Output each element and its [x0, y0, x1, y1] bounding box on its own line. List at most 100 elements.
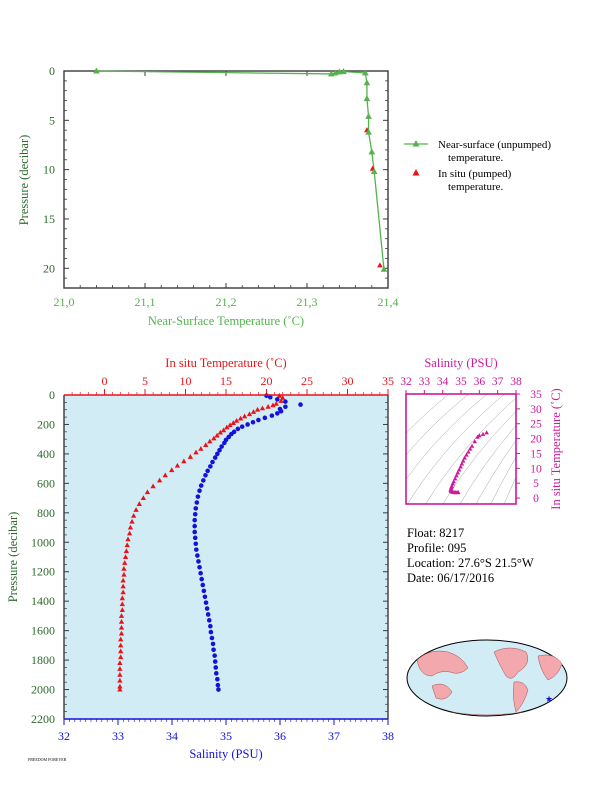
profile-date: Date: 06/17/2016: [407, 571, 495, 585]
salinity-tick-label: 38: [382, 729, 394, 743]
near-surface-point: [365, 112, 372, 119]
ts-point: [475, 434, 480, 439]
ts-inset-ticks: 32 33 34 35 36 37 38 0 5 10 15 20 25 30 35: [400, 376, 542, 505]
near-surface-ticks: 21,0 21,1 21,2 21,3 21,4 0 5 10 15 20: [43, 64, 399, 309]
ts-point: [458, 464, 463, 469]
temperature-point: [122, 560, 128, 565]
salinity-point: [245, 422, 250, 427]
ts-salinity-tick-label: 35: [455, 376, 467, 388]
salinity-point: [198, 483, 204, 488]
salinity-point: [219, 444, 224, 449]
near-surface-point: [365, 128, 372, 135]
near-surface-x-axis-label: Near-Surface Temperature (˚C): [148, 314, 304, 328]
ts-temperature-tick-label: 15: [530, 448, 542, 460]
ts-temperature-tick-label: 5: [533, 478, 539, 490]
pressure-tick-label: 1000: [31, 535, 55, 549]
temperature-point: [117, 660, 123, 665]
temperature-point: [118, 630, 125, 636]
y-tick-label: 5: [49, 113, 55, 127]
salinity-point: [215, 682, 221, 688]
salinity-point: [208, 623, 213, 629]
ts-point: [452, 476, 458, 481]
map-land-australia: [431, 683, 453, 700]
temperature-point: [278, 398, 284, 403]
salinity-point: [200, 582, 206, 588]
near-surface-point: [380, 265, 388, 272]
temperature-point: [220, 427, 227, 433]
salinity-point: [194, 500, 200, 505]
ts-density-contours: [406, 394, 516, 504]
ts-temperature-tick-label: 30: [530, 404, 542, 416]
salinity-point: [212, 659, 218, 664]
salinity-point: [262, 415, 268, 421]
temperature-tick-label: 15: [220, 374, 232, 388]
salinity-point: [213, 671, 219, 676]
temperature-tick-label: 35: [382, 374, 394, 388]
near-surface-point: [370, 168, 378, 175]
map-land-north-america: [493, 647, 528, 679]
salinity-point: [204, 606, 210, 611]
salinity-point: [203, 600, 209, 605]
temperature-point: [120, 589, 126, 595]
float-location-star-icon: ★: [545, 694, 553, 704]
ts-point: [464, 452, 469, 457]
float-id: Float: 8217: [407, 526, 465, 540]
ts-point: [456, 467, 462, 472]
near-surface-point: [93, 67, 100, 74]
pressure-tick-label: 2200: [31, 712, 55, 726]
salinity-point: [193, 541, 199, 547]
ts-point: [462, 455, 467, 460]
map-land-asia: [416, 650, 469, 677]
temperature-point: [118, 613, 125, 618]
temperature-point: [122, 554, 129, 559]
temperature-point: [117, 686, 123, 692]
temperature-point: [181, 458, 187, 464]
ts-temperature-tick-label: 35: [530, 389, 542, 401]
temperature-point: [241, 413, 248, 419]
temperature-point: [259, 405, 266, 411]
profile-marks: [117, 392, 303, 692]
near-surface-legend: Near-surface (unpumped) temperature. In …: [404, 139, 551, 193]
temperature-point: [119, 607, 125, 612]
temperature-point: [217, 429, 223, 435]
map-land-europe-africa: [537, 654, 563, 681]
pressure-tick-label: 400: [37, 447, 55, 461]
salinity-point: [197, 565, 202, 570]
temperature-tick-label: 25: [301, 374, 313, 388]
temperature-point: [265, 403, 271, 409]
map-ocean: [406, 639, 568, 717]
legend-label-near-surface-1: Near-surface (unpumped): [438, 139, 551, 151]
salinity-point: [217, 447, 222, 453]
ts-salinity-tick-label: 37: [492, 376, 504, 388]
ts-point: [467, 446, 473, 451]
salinity-point: [201, 588, 207, 594]
ts-point: [455, 470, 460, 475]
salinity-point: [193, 506, 199, 511]
salinity-point: [215, 451, 220, 457]
near-surface-y-axis-label: Pressure (decibar): [17, 135, 31, 226]
temperature-point: [129, 518, 135, 524]
salinity-point: [269, 413, 275, 418]
ts-salinity-tick-label: 38: [510, 376, 522, 388]
ts-point: [480, 431, 486, 436]
temperature-tick-label: 20: [261, 374, 273, 388]
salinity-point: [202, 594, 208, 600]
temperature-point: [250, 409, 257, 414]
temperature-point: [233, 417, 240, 423]
ts-temperature-tick-label: 0: [533, 493, 539, 505]
salinity-point: [192, 511, 198, 517]
in-situ-point: [377, 262, 383, 268]
temperature-point: [118, 642, 124, 648]
temperature-point: [156, 477, 163, 483]
temperature-point: [118, 654, 124, 660]
ts-point: [455, 490, 461, 495]
temperature-point: [117, 683, 123, 689]
temperature-point: [119, 595, 125, 601]
temperature-point: [120, 577, 126, 583]
legend-marker-in-situ: [412, 169, 420, 176]
salinity-point: [206, 618, 212, 623]
temperature-point: [123, 548, 130, 554]
temperature-point: [270, 402, 276, 408]
salinity-point: [222, 440, 227, 446]
temperature-point: [174, 462, 181, 468]
